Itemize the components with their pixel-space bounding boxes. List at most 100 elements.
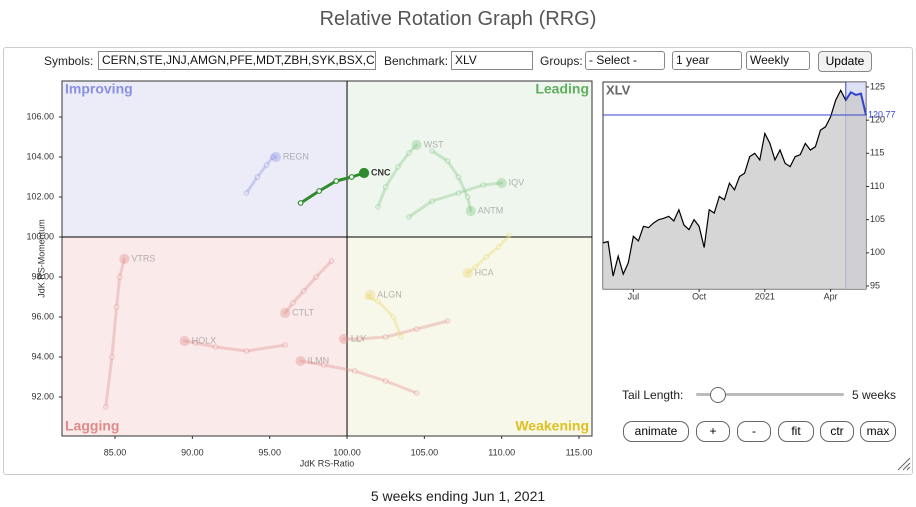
- quadrant-leading: [347, 81, 592, 237]
- tail-point: [282, 342, 289, 348]
- tail: [299, 359, 419, 395]
- y-tick-label: 104.00: [26, 151, 54, 161]
- y-tick-label: 106.00: [26, 111, 54, 121]
- tail-point: [472, 264, 479, 270]
- max-button[interactable]: max: [860, 421, 896, 442]
- tail-line: [844, 90, 867, 116]
- quadrant-label: Improving: [65, 81, 133, 97]
- period-select[interactable]: 1 year: [672, 51, 742, 70]
- zoom-out-button[interactable]: -: [737, 421, 771, 442]
- y-tick-label: 120: [870, 115, 885, 125]
- quadrant-weakening: [347, 237, 592, 436]
- symbols-label: Symbols:: [44, 54, 94, 68]
- tail-point: [320, 362, 327, 368]
- tail-point: [395, 164, 401, 170]
- animate-button[interactable]: animate: [623, 421, 689, 442]
- x-tick-label: 115.00: [566, 447, 593, 457]
- x-tick-label: Apr: [824, 291, 838, 301]
- tail-point: [390, 314, 397, 320]
- x-tick-label: 2021: [755, 291, 775, 301]
- tail-point: [455, 174, 462, 180]
- tail-point: [413, 326, 420, 332]
- head: [119, 253, 130, 265]
- tail-point: [263, 162, 270, 168]
- head: [338, 333, 350, 345]
- tail: [376, 143, 419, 209]
- tail-point: [398, 334, 405, 340]
- tail-point: [328, 258, 335, 264]
- x-tick-label: Oct: [692, 291, 707, 301]
- tail-point: [455, 190, 462, 196]
- quadrant-label: Weakening: [515, 418, 589, 434]
- tail-point: [405, 150, 412, 156]
- y-tick-label: 125: [870, 81, 885, 91]
- tail: [365, 293, 403, 339]
- chart-title: XLV: [606, 82, 631, 97]
- tail-point: [375, 298, 381, 304]
- y-axis-label: JdK RS-Momentum: [36, 219, 46, 298]
- panel: [3, 47, 913, 475]
- tail: [466, 233, 511, 275]
- resize-grip: [897, 457, 911, 471]
- tail: [104, 257, 126, 409]
- tail-point: [444, 158, 451, 164]
- head: [365, 289, 376, 301]
- tail-point: [333, 178, 340, 184]
- series-label: CTLT: [292, 307, 314, 317]
- tail: [407, 181, 504, 219]
- series-label: VTRS: [131, 253, 155, 263]
- tail-point: [506, 232, 513, 238]
- tail-point: [405, 214, 412, 220]
- tail-point: [116, 274, 123, 280]
- tail-point: [464, 194, 471, 200]
- tail-point: [289, 300, 296, 306]
- footer: 5 weeks ending Jun 1, 2021: [370, 488, 546, 504]
- series-label: ALGN: [377, 289, 402, 299]
- update-button[interactable]: Update: [818, 51, 872, 72]
- head: [358, 167, 370, 179]
- price-line: [602, 88, 867, 277]
- y-tick-label: 95: [870, 280, 880, 290]
- tail-point: [495, 244, 502, 250]
- tail-point: [269, 154, 276, 160]
- slider-track[interactable]: [696, 393, 844, 396]
- quadrant-lagging: [62, 237, 348, 436]
- x-tick-label: 85.00: [104, 447, 127, 457]
- tail-point: [444, 318, 451, 324]
- tail-point: [413, 390, 420, 396]
- last-value-label: 120.77: [868, 109, 896, 119]
- charts: Improving Leading Lagging Weakening 85.00 90.…: [26, 80, 911, 471]
- x-tick-label: 95.00: [258, 447, 281, 457]
- head: [465, 205, 476, 217]
- symbols-input[interactable]: CERN,STE,JNJ,AMGN,PFE,MDT,ZBH,SYK,BSX,C: [98, 51, 376, 70]
- tail-point: [192, 340, 199, 346]
- quadrant-label: Lagging: [65, 418, 119, 434]
- x-tick-label: 100.00: [333, 447, 361, 457]
- zoom-in-button[interactable]: +: [696, 421, 730, 442]
- frequency-select[interactable]: Weekly: [746, 51, 810, 70]
- tail-point: [382, 334, 389, 340]
- series-label: CNC: [371, 167, 391, 177]
- tail-value: 5 weeks: [852, 388, 897, 402]
- area: [603, 90, 866, 289]
- x-axis-label: JdK RS-Ratio: [300, 458, 355, 468]
- tail: [183, 339, 287, 353]
- tail-point: [243, 190, 250, 196]
- tail-point: [109, 354, 115, 360]
- slider-handle[interactable]: [710, 387, 726, 403]
- head: [270, 151, 281, 163]
- benchmark-input[interactable]: XLV: [451, 51, 533, 70]
- tail-point: [313, 274, 319, 280]
- head: [280, 307, 291, 319]
- groups-label: Groups:: [540, 54, 583, 68]
- center-button[interactable]: ctr: [820, 421, 854, 442]
- fit-button[interactable]: fit: [778, 421, 814, 442]
- y-tick-label: 96.00: [31, 311, 54, 321]
- tail: [283, 259, 334, 315]
- series-label: IQV: [509, 177, 525, 187]
- groups-select[interactable]: - Select -: [585, 51, 665, 70]
- tail-point: [297, 200, 304, 206]
- tail-point: [300, 288, 307, 294]
- tail-point: [102, 404, 109, 410]
- y-tick-label: 100.00: [26, 231, 54, 241]
